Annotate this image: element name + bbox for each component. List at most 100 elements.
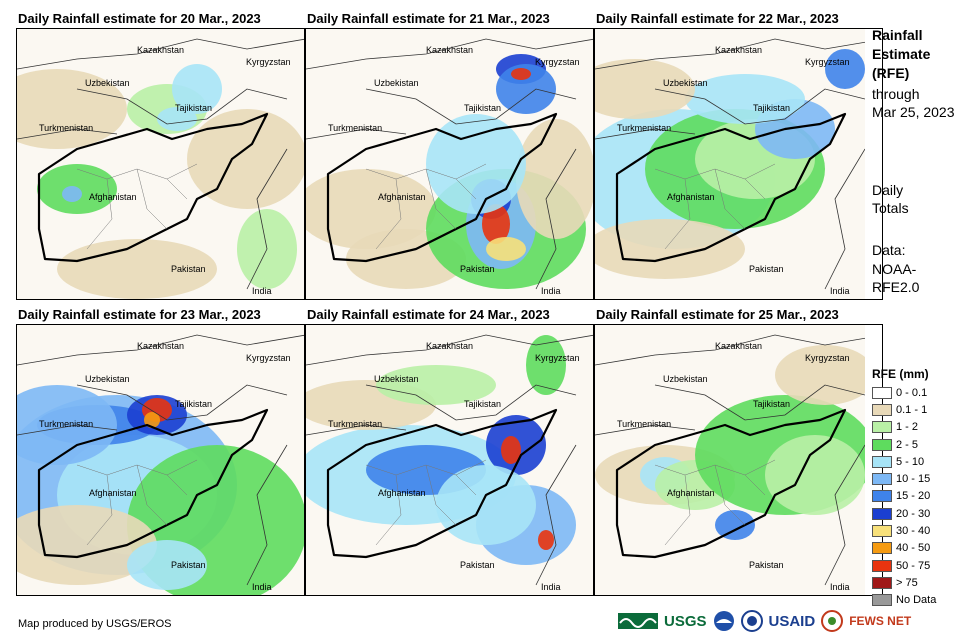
country-label-kazakhstan: Kazakhstan: [715, 341, 762, 351]
side-title-3: (RFE): [872, 65, 910, 81]
panel-title: Daily Rainfall estimate for 22 Mar., 202…: [596, 11, 839, 26]
country-label-afghanistan: Afghanistan: [378, 192, 426, 202]
country-label-turkmenistan: Turkmenistan: [617, 123, 671, 133]
legend-item: 5 - 10: [872, 453, 936, 470]
usgs-logo-text: USGS: [664, 612, 707, 630]
map-frame: Kazakhstan Kyrgyzstan Uzbekistan Tajikistan…: [305, 28, 594, 300]
legend-label: 2 - 5: [896, 438, 919, 451]
map-panel-20-mar: Daily Rainfall estimate for 20 Mar., 202…: [16, 11, 305, 301]
country-label-uzbekistan: Uzbekistan: [85, 78, 130, 88]
side-source-2: RFE2.0: [872, 279, 920, 295]
map-panel-21-mar: Daily Rainfall estimate for 21 Mar., 202…: [305, 11, 594, 301]
legend-item: 1 - 2: [872, 419, 936, 436]
map-panel-23-mar: Daily Rainfall estimate for 23 Mar., 202…: [16, 307, 305, 597]
legend-swatch: [872, 594, 892, 607]
country-label-kyrgyzstan: Kyrgyzstan: [246, 353, 291, 363]
legend-swatch: [872, 403, 892, 416]
country-label-tajikistan: Tajikistan: [464, 103, 501, 113]
country-label-pakistan: Pakistan: [749, 560, 784, 570]
fewsnet-logo-text: FEWS NET: [849, 614, 912, 628]
legend-swatch: [872, 525, 892, 538]
side-data-label: Data:: [872, 242, 906, 258]
country-label-afghanistan: Afghanistan: [378, 488, 426, 498]
country-label-turkmenistan: Turkmenistan: [328, 419, 382, 429]
country-label-kyrgyzstan: Kyrgyzstan: [535, 353, 580, 363]
map-frame: Kazakhstan Kyrgyzstan Uzbekistan Tajikistan…: [594, 324, 883, 596]
country-label-india: India: [830, 582, 850, 592]
country-label-kazakhstan: Kazakhstan: [426, 341, 473, 351]
country-label-india: India: [252, 582, 272, 592]
country-label-tajikistan: Tajikistan: [175, 103, 212, 113]
legend-swatch: [872, 576, 892, 589]
side-source-1: NOAA-: [872, 261, 917, 277]
legend-item: 15 - 20: [872, 488, 936, 505]
legend-swatch: [872, 542, 892, 555]
country-label-uzbekistan: Uzbekistan: [85, 374, 130, 384]
legend-item: No Data: [872, 592, 936, 609]
legend-swatch: [872, 421, 892, 434]
legend-swatch: [872, 455, 892, 468]
noaa-logo: [713, 611, 734, 631]
country-label-tajikistan: Tajikistan: [753, 399, 790, 409]
map-panel-24-mar: Daily Rainfall estimate for 24 Mar., 202…: [305, 307, 594, 597]
country-label-pakistan: Pakistan: [749, 264, 784, 274]
panel-title: Daily Rainfall estimate for 24 Mar., 202…: [307, 307, 550, 322]
country-label-pakistan: Pakistan: [460, 560, 495, 570]
legend-item: 40 - 50: [872, 540, 936, 557]
country-label-tajikistan: Tajikistan: [175, 399, 212, 409]
country-label-pakistan: Pakistan: [171, 560, 206, 570]
country-label-kyrgyzstan: Kyrgyzstan: [535, 57, 580, 67]
country-label-india: India: [541, 286, 561, 296]
legend-label: 1 - 2: [896, 421, 919, 434]
map-panel-22-mar: Daily Rainfall estimate for 22 Mar., 202…: [594, 11, 883, 301]
country-label-pakistan: Pakistan: [171, 264, 206, 274]
country-label-uzbekistan: Uzbekistan: [374, 374, 419, 384]
legend-label: > 75: [896, 576, 918, 589]
country-label-kazakhstan: Kazakhstan: [715, 45, 762, 55]
country-label-uzbekistan: Uzbekistan: [663, 374, 708, 384]
legend-item: 10 - 15: [872, 470, 936, 487]
legend-swatch: [872, 473, 892, 486]
country-label-afghanistan: Afghanistan: [89, 192, 137, 202]
side-daily: Daily: [872, 182, 904, 198]
country-label-uzbekistan: Uzbekistan: [374, 78, 419, 88]
country-label-turkmenistan: Turkmenistan: [617, 419, 671, 429]
map-frame: Kazakhstan Kyrgyzstan Uzbekistan Tajikistan…: [594, 28, 883, 300]
logos: USGS USAID FEWS NET: [618, 609, 911, 633]
legend-label: 50 - 75: [896, 559, 931, 572]
map-frame: Kazakhstan Kyrgyzstan Uzbekistan Tajikistan…: [305, 324, 594, 596]
country-label-india: India: [252, 286, 272, 296]
country-label-turkmenistan: Turkmenistan: [328, 123, 382, 133]
legend-label: 0.1 - 1: [896, 403, 928, 416]
country-label-kazakhstan: Kazakhstan: [137, 45, 184, 55]
map-frame: Kazakhstan Kyrgyzstan Uzbekistan Tajikistan…: [16, 28, 305, 300]
legend-label: 15 - 20: [896, 490, 931, 503]
legend-label: 0 - 0.1: [896, 386, 928, 399]
legend-item: 0 - 0.1: [872, 384, 936, 401]
side-through: through: [872, 86, 920, 102]
usaid-seal: [740, 610, 763, 632]
side-date: Mar 25, 2023: [872, 104, 955, 120]
legend-item: 30 - 40: [872, 522, 936, 539]
country-label-india: India: [541, 582, 561, 592]
country-label-kazakhstan: Kazakhstan: [426, 45, 473, 55]
legend-swatch: [872, 438, 892, 451]
legend-item: 20 - 30: [872, 505, 936, 522]
usgs-logo: [618, 613, 658, 629]
panel-title: Daily Rainfall estimate for 25 Mar., 202…: [596, 307, 839, 322]
side-title-2: Estimate: [872, 46, 931, 62]
legend-item: > 75: [872, 574, 936, 591]
map-frame: Kazakhstan Kyrgyzstan Uzbekistan Tajikistan…: [16, 324, 305, 596]
country-label-kyrgyzstan: Kyrgyzstan: [805, 353, 850, 363]
country-label-pakistan: Pakistan: [460, 264, 495, 274]
country-label-uzbekistan: Uzbekistan: [663, 78, 708, 88]
legend-label: 20 - 30: [896, 507, 931, 520]
fewsnet-logo: [821, 610, 844, 632]
country-label-tajikistan: Tajikistan: [464, 399, 501, 409]
legend-item: 50 - 75: [872, 557, 936, 574]
country-label-afghanistan: Afghanistan: [667, 192, 715, 202]
panel-title: Daily Rainfall estimate for 20 Mar., 202…: [18, 11, 261, 26]
country-label-turkmenistan: Turkmenistan: [39, 123, 93, 133]
legend-label: 30 - 40: [896, 525, 931, 538]
map-panel-25-mar: Daily Rainfall estimate for 25 Mar., 202…: [594, 307, 883, 597]
